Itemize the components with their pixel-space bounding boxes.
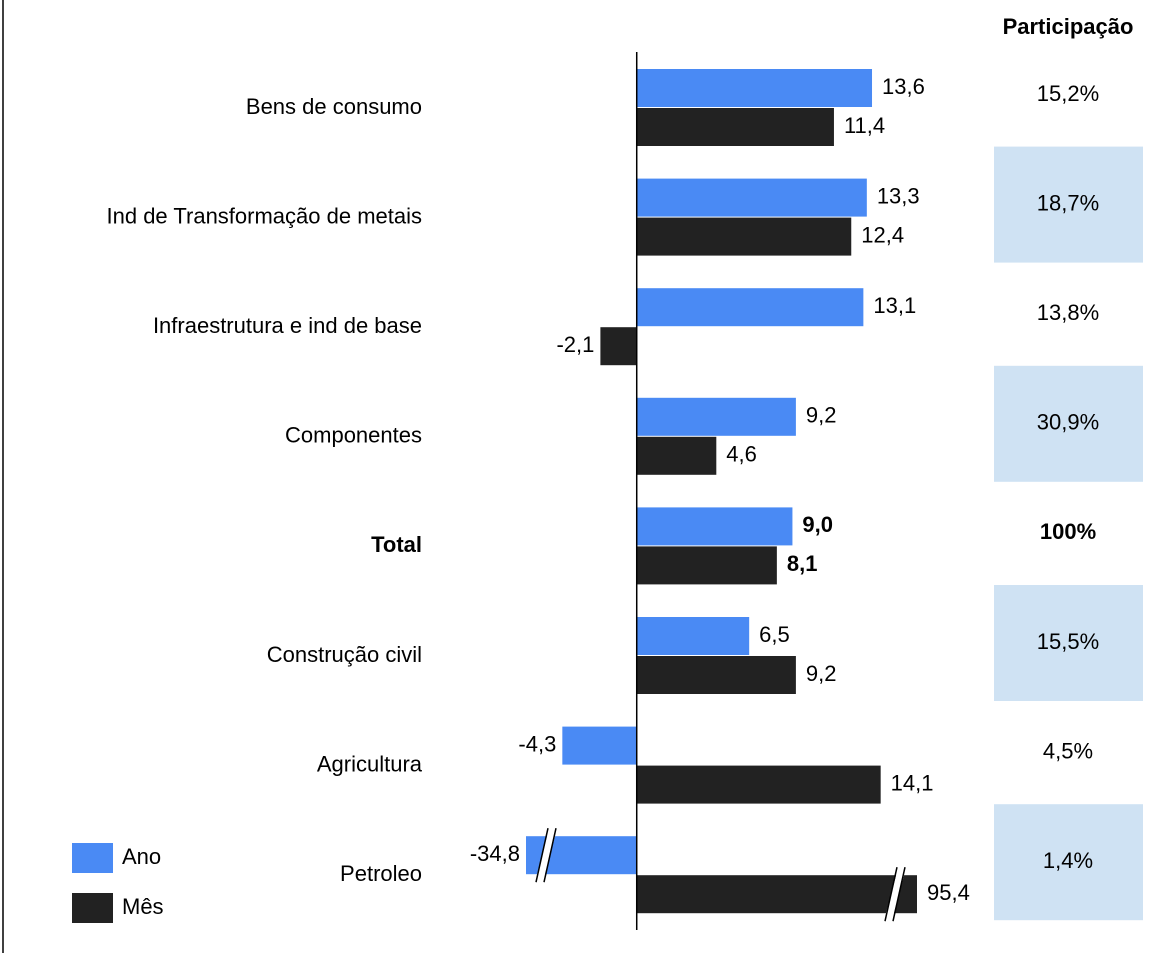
- category-label: Total: [371, 532, 422, 557]
- axis-break-gap: [883, 867, 907, 922]
- share-label: 30,9%: [1037, 410, 1099, 435]
- share-label: 15,2%: [1037, 81, 1099, 106]
- share-label: 1,4%: [1043, 848, 1093, 873]
- value-label: -34,8: [470, 841, 520, 866]
- bar: [636, 546, 777, 585]
- bar: [636, 765, 881, 804]
- value-label: -2,1: [556, 332, 594, 357]
- value-label: 12,4: [861, 222, 904, 247]
- axis-break-mark: [535, 828, 549, 883]
- bar: [636, 436, 717, 475]
- bar: [636, 69, 873, 107]
- value-label: 11,4: [844, 113, 885, 138]
- share-label: 13,8%: [1037, 300, 1099, 325]
- value-label: 13,6: [882, 74, 925, 99]
- bar: [636, 507, 793, 546]
- share-box: [994, 804, 1143, 921]
- category-label: Petroleo: [340, 861, 422, 886]
- value-label: 95,4: [927, 880, 970, 905]
- value-label: 9,0: [802, 512, 833, 537]
- category-label: Bens de consumo: [246, 94, 422, 119]
- share-box: [994, 585, 1143, 701]
- value-label: 4,6: [726, 442, 757, 467]
- bar: [636, 108, 834, 146]
- legend-label: Mês: [122, 894, 164, 919]
- value-label: 8,1: [787, 551, 818, 576]
- category-label: Agricultura: [317, 751, 423, 776]
- bar: [636, 217, 852, 256]
- legend-swatch: [72, 893, 113, 923]
- bar: [636, 397, 796, 436]
- category-label: Ind de Transformação de metais: [107, 203, 423, 228]
- value-label: 13,3: [877, 183, 920, 208]
- value-label: 9,2: [806, 661, 837, 686]
- value-label: 13,1: [873, 293, 916, 318]
- bar: [636, 178, 867, 217]
- axis-break-mark: [543, 828, 557, 883]
- share-label: 4,5%: [1043, 738, 1093, 763]
- legend-label: Ano: [122, 844, 161, 869]
- category-label: Componentes: [285, 423, 422, 448]
- category-label: Construção civil: [267, 642, 422, 667]
- axis-break-mark: [892, 867, 906, 922]
- bar: [562, 726, 637, 765]
- bar: [636, 875, 917, 914]
- bar: [636, 288, 864, 327]
- value-label: 6,5: [759, 622, 790, 647]
- category-label: Infraestrutura e ind de base: [153, 313, 422, 338]
- share-box: [994, 146, 1143, 263]
- value-label: 9,2: [806, 403, 837, 428]
- axis-break-gap: [534, 828, 558, 883]
- share-label: 18,7%: [1037, 190, 1099, 215]
- legend-swatch: [72, 843, 113, 873]
- share-label: 15,5%: [1037, 629, 1099, 654]
- bar: [636, 617, 750, 655]
- value-label: -4,3: [518, 731, 556, 756]
- share-title: Participação: [1003, 14, 1134, 39]
- share-label: 100%: [1040, 519, 1096, 544]
- share-box: [994, 365, 1143, 482]
- value-label: 14,1: [891, 770, 934, 795]
- axis-break-mark: [884, 867, 898, 922]
- bar: [636, 656, 796, 694]
- bar: [600, 327, 637, 366]
